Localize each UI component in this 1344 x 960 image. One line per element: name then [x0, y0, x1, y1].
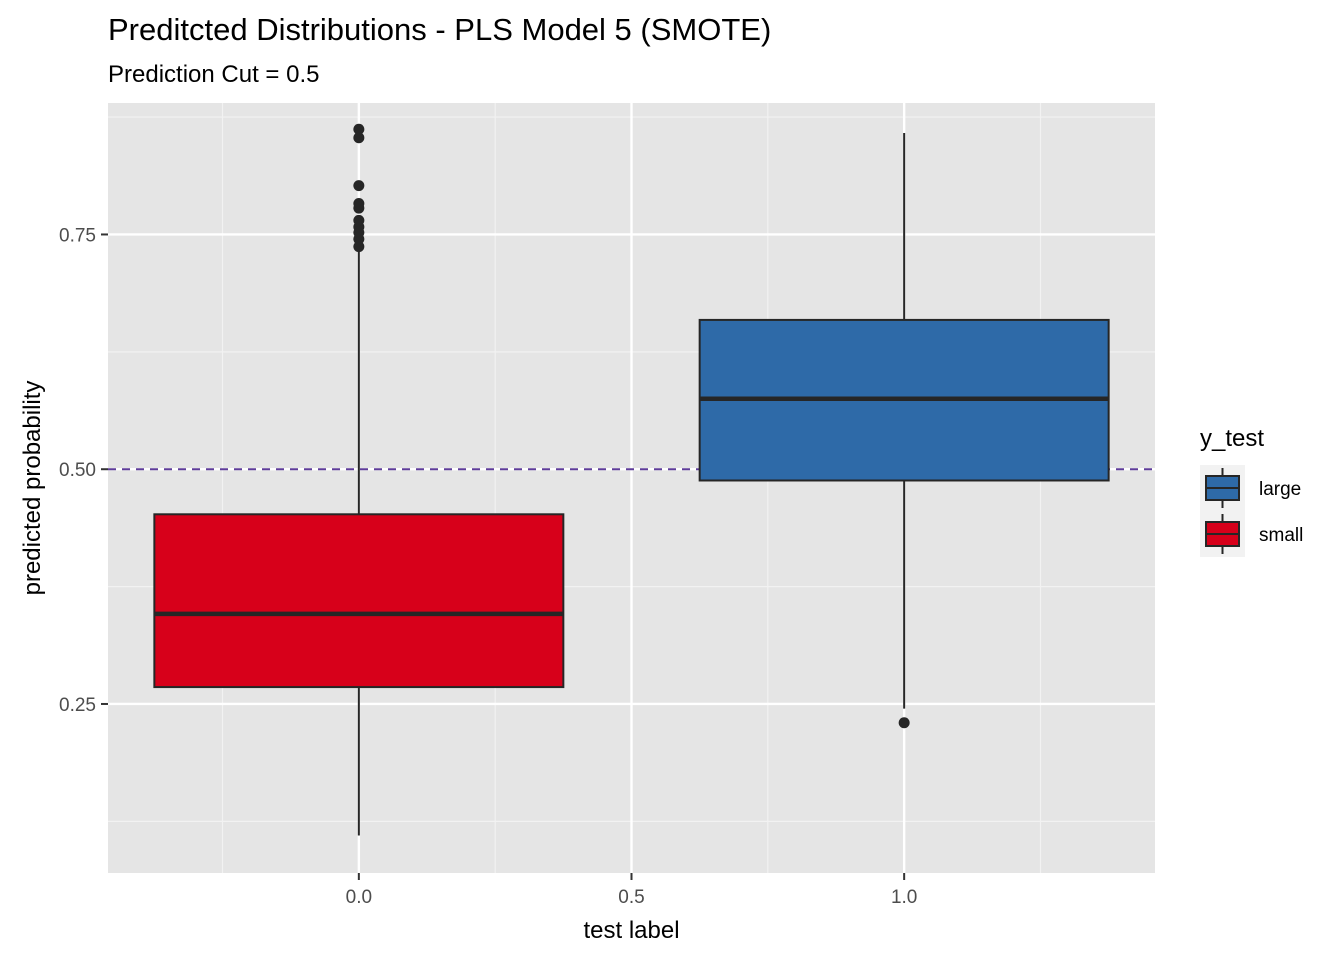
y-tick-label: 0.75 — [59, 225, 96, 246]
legend: y_test large small — [1200, 425, 1303, 557]
y-axis-title: predicted probability — [19, 381, 46, 596]
box-iqr — [153, 513, 565, 689]
box-small — [153, 123, 565, 836]
outlier-point — [353, 197, 365, 209]
chart-title: Preditcted Distributions - PLS Model 5 (… — [108, 12, 771, 47]
legend-label-small: small — [1259, 525, 1303, 546]
y-tick-label: 0.50 — [59, 460, 96, 481]
legend-key-large — [1200, 465, 1245, 511]
outlier-point — [353, 132, 365, 144]
x-tick-label: 1.0 — [891, 887, 917, 908]
axes-group: 0.0 0.5 1.0 0.25 0.50 0.75 — [59, 225, 917, 908]
legend-label-large: large — [1259, 479, 1301, 500]
chart-subtitle: Prediction Cut = 0.5 — [108, 61, 319, 88]
boxes-group — [153, 123, 1110, 836]
outlier-point — [353, 180, 365, 192]
legend-title: y_test — [1200, 425, 1264, 452]
outlier-point — [353, 214, 365, 226]
x-tick-label: 0.5 — [618, 887, 644, 908]
x-axis-title: test label — [583, 917, 679, 944]
outlier-point — [898, 717, 910, 729]
y-tick-label: 0.25 — [59, 695, 96, 716]
x-tick-label: 0.0 — [346, 887, 372, 908]
legend-key-small — [1200, 511, 1245, 557]
box-large — [698, 133, 1110, 729]
outlier-point — [353, 123, 365, 135]
